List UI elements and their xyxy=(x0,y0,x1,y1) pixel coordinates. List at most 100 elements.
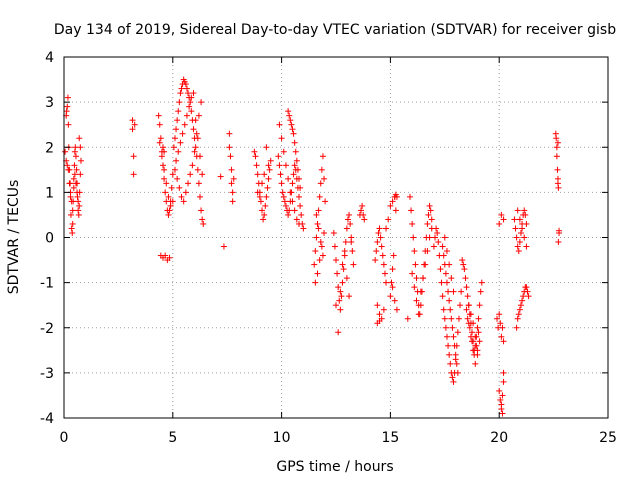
data-point xyxy=(458,288,465,295)
data-point xyxy=(129,126,136,133)
data-point xyxy=(343,275,350,282)
data-point xyxy=(252,153,259,160)
data-point xyxy=(411,248,418,255)
data-point xyxy=(318,166,325,173)
data-point xyxy=(189,162,196,169)
data-point xyxy=(478,279,485,286)
data-point xyxy=(389,266,396,273)
data-point xyxy=(519,297,526,304)
data-point xyxy=(290,130,297,137)
data-point xyxy=(160,144,167,151)
data-point xyxy=(185,180,192,187)
data-point xyxy=(457,302,464,309)
data-point xyxy=(265,175,272,182)
data-point xyxy=(385,216,392,223)
data-point xyxy=(183,112,190,119)
data-point xyxy=(261,211,268,218)
data-point xyxy=(521,234,528,241)
data-point xyxy=(441,234,448,241)
data-point xyxy=(156,139,163,146)
axis-ticks: -4 -3 -2 -1 0 1 2 3 4 0 5 10 15 20 25 xyxy=(40,50,617,446)
data-point xyxy=(380,306,387,313)
data-point xyxy=(68,198,75,205)
data-point xyxy=(387,293,394,300)
data-point xyxy=(282,162,289,169)
data-point xyxy=(161,175,168,182)
data-point xyxy=(426,202,433,209)
data-point xyxy=(525,293,532,300)
data-point xyxy=(130,153,137,160)
data-point xyxy=(254,171,261,178)
data-point xyxy=(292,148,299,155)
data-point xyxy=(361,216,368,223)
data-point xyxy=(260,216,267,223)
data-point xyxy=(555,184,562,191)
x-tick-label: 20 xyxy=(490,430,508,446)
data-point xyxy=(157,135,164,142)
data-point xyxy=(287,117,294,124)
data-point xyxy=(168,184,175,191)
data-point xyxy=(459,257,466,264)
data-point xyxy=(217,173,224,180)
grid-lines xyxy=(64,57,608,418)
data-point xyxy=(259,207,266,214)
data-point xyxy=(498,405,505,412)
data-point xyxy=(288,121,295,128)
data-point xyxy=(193,130,200,137)
data-point xyxy=(322,198,329,205)
data-point xyxy=(448,275,455,282)
data-point xyxy=(516,239,523,246)
data-point xyxy=(276,162,283,169)
data-point xyxy=(265,162,272,169)
data-point xyxy=(178,193,185,200)
data-point xyxy=(442,324,449,331)
data-point xyxy=(175,108,182,115)
data-point xyxy=(446,351,453,358)
data-point xyxy=(66,180,73,187)
data-point xyxy=(337,306,344,313)
data-point xyxy=(494,315,501,322)
data-point xyxy=(424,248,431,255)
data-point xyxy=(194,166,201,173)
data-point xyxy=(188,108,195,115)
data-point xyxy=(554,166,561,173)
data-point xyxy=(291,162,298,169)
data-point xyxy=(131,121,138,128)
data-point xyxy=(343,225,350,232)
data-point xyxy=(71,162,78,169)
data-point xyxy=(161,148,168,155)
data-point xyxy=(496,311,503,318)
data-point xyxy=(524,288,531,295)
data-point xyxy=(160,162,167,169)
data-point xyxy=(199,216,206,223)
data-point xyxy=(155,112,162,119)
data-point xyxy=(359,202,366,209)
data-point xyxy=(335,284,342,291)
data-point xyxy=(77,144,84,151)
data-point xyxy=(296,220,303,227)
data-point xyxy=(376,225,383,232)
data-point xyxy=(251,148,258,155)
data-point xyxy=(375,229,382,236)
data-point xyxy=(406,193,413,200)
data-point xyxy=(186,103,193,110)
data-point xyxy=(291,207,298,214)
data-point xyxy=(498,333,505,340)
data-point xyxy=(296,175,303,182)
data-point xyxy=(69,220,76,227)
data-point xyxy=(497,396,504,403)
data-point xyxy=(262,202,269,209)
data-point xyxy=(280,193,287,200)
data-point xyxy=(195,112,202,119)
data-point xyxy=(230,175,237,182)
data-point xyxy=(360,211,367,218)
data-point xyxy=(442,270,449,277)
data-point xyxy=(313,211,320,218)
data-point xyxy=(166,207,173,214)
data-point xyxy=(338,293,345,300)
data-point xyxy=(410,234,417,241)
data-point xyxy=(413,297,420,304)
data-point xyxy=(253,162,260,169)
data-point xyxy=(266,166,273,173)
